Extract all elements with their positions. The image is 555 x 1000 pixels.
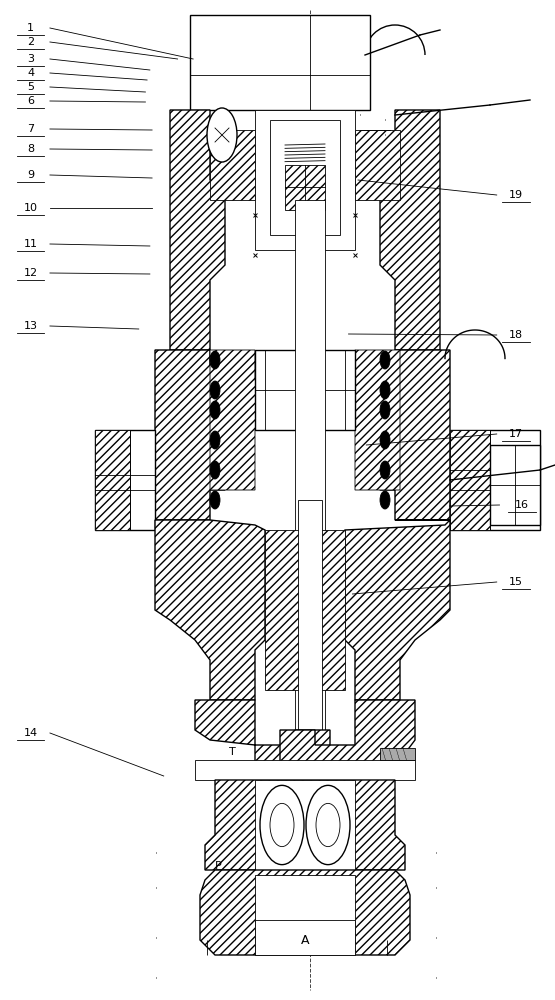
Bar (255, 110, 355, 250)
Bar (298, 500, 322, 730)
Bar (255, 920, 355, 955)
Polygon shape (355, 130, 400, 200)
Polygon shape (210, 130, 255, 200)
Polygon shape (265, 530, 345, 690)
Circle shape (380, 381, 390, 399)
Circle shape (270, 803, 294, 847)
Text: P: P (215, 861, 221, 871)
Polygon shape (200, 870, 410, 955)
Polygon shape (285, 165, 325, 210)
Polygon shape (195, 700, 330, 780)
Text: 16: 16 (514, 500, 529, 510)
Text: 12: 12 (23, 268, 38, 278)
Polygon shape (345, 350, 400, 490)
Text: 19: 19 (509, 190, 523, 200)
Text: 3: 3 (27, 54, 34, 64)
Text: 15: 15 (509, 577, 523, 587)
Polygon shape (380, 110, 440, 350)
Text: 18: 18 (509, 330, 523, 340)
Text: T: T (229, 747, 235, 757)
Bar (270, 120, 340, 235)
Text: 8: 8 (27, 144, 34, 154)
Circle shape (210, 431, 220, 449)
Text: 13: 13 (23, 321, 38, 331)
Circle shape (210, 351, 220, 369)
Circle shape (306, 785, 350, 865)
Circle shape (210, 381, 220, 399)
Circle shape (380, 491, 390, 509)
Bar (190, 15, 370, 110)
Text: 10: 10 (23, 203, 38, 213)
Circle shape (210, 461, 220, 479)
Bar (380, 748, 415, 760)
Text: 11: 11 (23, 239, 38, 249)
Text: A: A (301, 934, 309, 946)
Text: 4: 4 (27, 68, 34, 78)
Circle shape (380, 351, 390, 369)
Bar (195, 760, 415, 780)
Polygon shape (280, 700, 415, 780)
Text: 7: 7 (27, 124, 34, 134)
Circle shape (210, 401, 220, 419)
Polygon shape (210, 350, 265, 490)
Bar (450, 430, 540, 530)
Circle shape (380, 461, 390, 479)
Polygon shape (170, 110, 225, 350)
Bar (95, 430, 155, 530)
Bar (255, 875, 355, 955)
Polygon shape (155, 520, 265, 700)
Circle shape (207, 108, 237, 162)
Text: 9: 9 (27, 170, 34, 180)
Circle shape (316, 803, 340, 847)
Polygon shape (205, 780, 405, 870)
Polygon shape (380, 350, 450, 520)
Circle shape (380, 401, 390, 419)
Text: 5: 5 (27, 82, 34, 92)
Bar (490, 445, 540, 525)
Polygon shape (155, 350, 225, 520)
Circle shape (380, 431, 390, 449)
Bar (255, 350, 355, 430)
Text: 1: 1 (27, 23, 34, 33)
Polygon shape (450, 430, 490, 530)
Polygon shape (95, 430, 130, 530)
Text: 2: 2 (27, 37, 34, 47)
Circle shape (260, 785, 304, 865)
Polygon shape (345, 520, 450, 700)
Circle shape (210, 491, 220, 509)
Text: 14: 14 (23, 728, 38, 738)
Text: 17: 17 (509, 429, 523, 439)
Bar (295, 200, 325, 730)
Bar (255, 780, 355, 870)
Text: 6: 6 (27, 96, 34, 106)
